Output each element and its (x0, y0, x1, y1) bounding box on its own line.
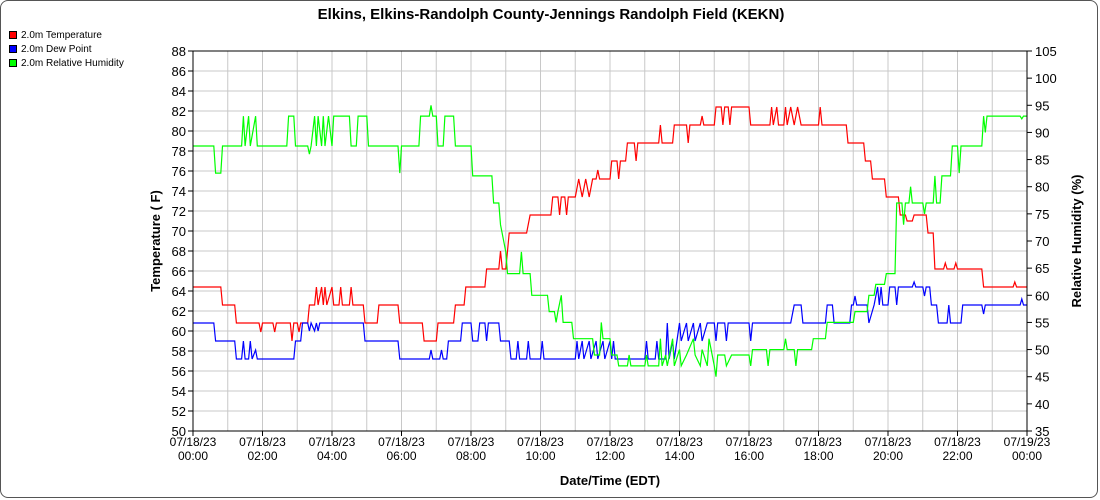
x-tick-date: 07/18/23 (934, 435, 981, 449)
x-tick-time: 12:00 (595, 449, 625, 463)
y-left-tick-label: 82 (172, 104, 186, 119)
x-tick-date: 07/18/23 (517, 435, 564, 449)
legend-item-relative-humidity: 2.0m Relative Humidity (9, 57, 124, 71)
legend-item-temperature: 2.0m Temperature (9, 29, 124, 43)
y-right-tick-label: 50 (1035, 343, 1049, 358)
y-left-tick-label: 60 (172, 324, 186, 339)
x-tick-date: 07/18/23 (656, 435, 703, 449)
y-left-tick-label: 86 (172, 64, 186, 79)
y-axis-right-label: Relative Humidity (%) (1069, 175, 1084, 308)
y-left-tick-label: 72 (172, 204, 186, 219)
x-tick-time: 00:00 (1012, 449, 1042, 463)
y-right-tick-label: 100 (1035, 71, 1057, 86)
y-right-tick-label: 75 (1035, 207, 1049, 222)
y-axis-left-label: Temperature ( F) (148, 190, 163, 292)
x-tick-date: 07/18/23 (170, 435, 217, 449)
y-left-tick-label: 74 (172, 184, 186, 199)
y-left-tick-label: 68 (172, 244, 186, 259)
x-tick-time: 18:00 (803, 449, 833, 463)
series-line-temperature (193, 106, 1027, 342)
x-tick-date: 07/18/23 (309, 435, 356, 449)
y-left-tick-label: 52 (172, 404, 186, 419)
y-left-tick-label: 54 (172, 384, 186, 399)
x-tick-date: 07/18/23 (865, 435, 912, 449)
x-tick-time: 00:00 (178, 449, 208, 463)
x-tick-time: 20:00 (873, 449, 903, 463)
legend-label-relative-humidity: 2.0m Relative Humidity (21, 58, 124, 69)
grid-layer (192, 50, 1028, 432)
x-tick-date: 07/18/23 (448, 435, 495, 449)
x-tick-date: 07/19/23 (1004, 435, 1051, 449)
y-left-tick-label: 64 (172, 284, 186, 299)
x-tick-time: 22:00 (942, 449, 972, 463)
y-left-tick-label: 76 (172, 164, 186, 179)
y-left-tick-label: 88 (172, 44, 186, 59)
x-tick-time: 06:00 (386, 449, 416, 463)
series-layer (193, 105, 1027, 377)
y-left-tick-label: 62 (172, 304, 186, 319)
legend-label-dew-point: 2.0m Dew Point (21, 44, 92, 55)
y-left-tick-label: 70 (172, 224, 186, 239)
y-right-tick-label: 95 (1035, 98, 1049, 113)
y-right-tick-label: 40 (1035, 397, 1049, 412)
y-right-tick-label: 70 (1035, 234, 1049, 249)
y-right-tick-label: 65 (1035, 261, 1049, 276)
x-tick-date: 07/18/23 (587, 435, 634, 449)
series-line-relative-humidity (193, 105, 1027, 377)
x-tick-date: 07/18/23 (795, 435, 842, 449)
legend-swatch-dew-point (9, 45, 17, 53)
plot-border (192, 50, 1028, 432)
x-tick-time: 08:00 (456, 449, 486, 463)
legend-swatch-temperature (9, 31, 17, 39)
y-left-tick-label: 50 (172, 424, 186, 439)
x-tick-date: 07/18/23 (726, 435, 773, 449)
y-right-tick-label: 45 (1035, 370, 1049, 385)
y-left-tick-label: 58 (172, 344, 186, 359)
legend: 2.0m Temperature 2.0m Dew Point 2.0m Rel… (9, 29, 124, 71)
series-line-dew-point (193, 280, 1027, 360)
y-right-tick-label: 85 (1035, 153, 1049, 168)
y-right-tick-label: 90 (1035, 125, 1049, 140)
x-tick-time: 16:00 (734, 449, 764, 463)
x-axis-label: Date/Time (EDT) (560, 473, 660, 488)
y-left-tick-label: 66 (172, 264, 186, 279)
x-tick-time: 02:00 (247, 449, 277, 463)
chart-title: Elkins, Elkins-Randolph County-Jennings … (317, 6, 785, 23)
y-right-tick-label: 80 (1035, 180, 1049, 195)
x-tick-time: 14:00 (664, 449, 694, 463)
y-left-tick-label: 78 (172, 144, 186, 159)
x-tick-date: 07/18/23 (239, 435, 286, 449)
axes-layer: 50 52 54 56 58 60 62 64 66 68 70 72 74 76 78 80 82 84 86 88… (170, 44, 1057, 463)
legend-label-temperature: 2.0m Temperature (21, 30, 102, 41)
x-tick-date: 07/18/23 (378, 435, 425, 449)
legend-item-dew-point: 2.0m Dew Point (9, 43, 124, 57)
y-right-tick-label: 35 (1035, 424, 1049, 439)
x-tick-time: 04:00 (317, 449, 347, 463)
x-tick-time: 10:00 (525, 449, 555, 463)
y-left-tick-label: 80 (172, 124, 186, 139)
y-right-tick-label: 55 (1035, 315, 1049, 330)
y-left-tick-label: 84 (172, 84, 186, 99)
y-right-tick-label: 60 (1035, 288, 1049, 303)
y-right-tick-label: 105 (1035, 44, 1057, 59)
y-left-tick-label: 56 (172, 364, 186, 379)
legend-swatch-relative-humidity (9, 59, 17, 67)
